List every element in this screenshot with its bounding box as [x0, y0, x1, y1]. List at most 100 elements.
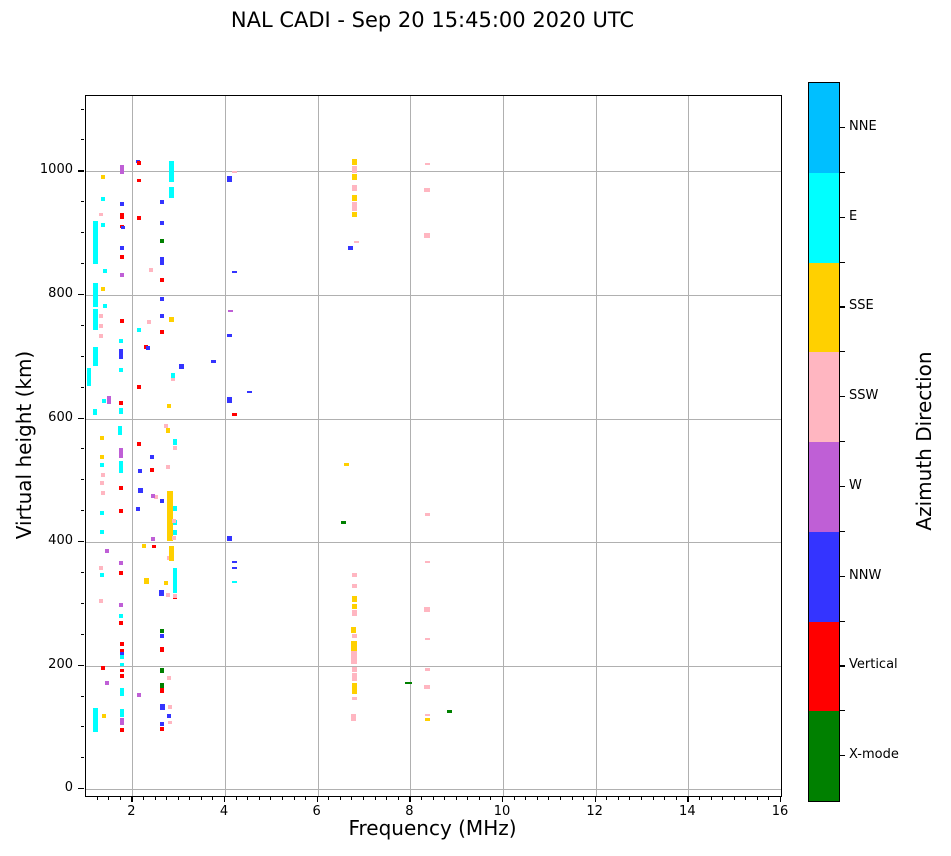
colorbar-segment — [809, 172, 839, 263]
data-point — [105, 681, 110, 685]
x-axis-tick — [687, 796, 689, 802]
x-tick-label: 10 — [493, 804, 511, 819]
data-point — [120, 708, 125, 717]
data-point — [147, 320, 152, 324]
colorbar-segment — [809, 711, 839, 801]
data-point — [405, 681, 410, 685]
data-point — [351, 683, 357, 694]
data-point — [119, 571, 124, 575]
data-point — [167, 490, 174, 542]
x-axis-minor-tick — [606, 796, 608, 800]
x-axis-minor-tick — [664, 796, 666, 800]
x-axis-minor-tick — [328, 796, 330, 800]
data-point — [120, 674, 125, 678]
x-axis-tick — [316, 796, 318, 802]
data-point — [168, 705, 173, 709]
data-point — [172, 519, 177, 523]
data-point — [159, 200, 164, 205]
data-point — [120, 642, 125, 646]
data-point — [231, 560, 237, 564]
data-point — [92, 282, 98, 308]
data-point — [100, 454, 105, 459]
data-point — [171, 378, 176, 382]
colorbar-segment — [809, 621, 839, 712]
data-point — [119, 408, 124, 415]
y-axis-minor-tick — [80, 386, 84, 388]
data-point — [160, 667, 165, 674]
data-point — [105, 549, 110, 554]
x-axis-minor-tick — [96, 796, 98, 800]
data-point — [101, 666, 106, 670]
x-tick-label: 4 — [219, 804, 229, 819]
data-point — [168, 317, 174, 323]
colorbar-tick-label: SSE — [849, 298, 874, 314]
data-point — [173, 530, 178, 536]
data-point — [120, 255, 125, 260]
data-point — [101, 399, 106, 404]
data-point — [351, 640, 358, 651]
x-axis-minor-tick — [733, 796, 735, 800]
data-point — [120, 202, 125, 206]
data-point — [159, 220, 164, 225]
data-point — [424, 718, 430, 721]
colorbar-axis-label: Azimuth Direction — [912, 351, 936, 531]
data-point — [424, 607, 431, 612]
x-tick-label: 12 — [586, 804, 603, 819]
colorbar-tick-label: W — [849, 477, 862, 493]
data-point — [160, 647, 165, 653]
data-point — [99, 333, 104, 338]
y-axis-tick — [78, 664, 84, 666]
gridline-y — [86, 542, 781, 544]
colorbar-tick — [840, 126, 845, 129]
data-point — [210, 359, 216, 363]
data-point — [120, 648, 125, 653]
data-point — [166, 428, 171, 434]
colorbar-boundary-tick — [840, 710, 845, 712]
x-axis-minor-tick — [768, 796, 770, 800]
data-point — [351, 202, 357, 211]
y-axis-minor-tick — [80, 108, 84, 110]
data-point — [137, 487, 143, 493]
data-point — [424, 233, 431, 238]
colorbar-tick — [840, 485, 845, 488]
x-axis-minor-tick — [305, 796, 307, 800]
data-point — [100, 472, 105, 477]
data-point — [159, 278, 164, 282]
data-point — [351, 584, 357, 588]
data-point — [340, 520, 346, 524]
data-point — [164, 580, 169, 585]
data-point — [160, 314, 165, 318]
y-tick-label: 0 — [64, 780, 73, 796]
y-axis-minor-tick — [80, 448, 84, 450]
data-point — [92, 707, 98, 733]
data-point — [100, 436, 105, 441]
data-point — [173, 568, 178, 593]
x-axis-minor-tick — [258, 796, 260, 800]
x-axis-minor-tick — [629, 796, 631, 800]
data-point — [168, 160, 174, 183]
data-point — [159, 330, 164, 334]
x-axis-label: Frequency (MHz) — [348, 816, 517, 840]
data-point — [231, 413, 237, 417]
data-point — [168, 720, 173, 725]
data-point — [119, 348, 124, 359]
data-point — [351, 603, 357, 609]
data-point — [424, 162, 430, 166]
x-axis-minor-tick — [293, 796, 295, 800]
data-point — [351, 651, 358, 665]
data-point — [171, 372, 176, 378]
x-axis-minor-tick — [710, 796, 712, 800]
y-axis-minor-tick — [80, 757, 84, 759]
x-axis-minor-tick — [119, 796, 121, 800]
y-axis-tick — [78, 788, 84, 790]
x-axis-minor-tick — [756, 796, 758, 800]
x-axis-minor-tick — [652, 796, 654, 800]
y-tick-label: 1000 — [39, 162, 73, 178]
data-point — [136, 507, 141, 512]
data-point — [226, 535, 232, 542]
data-point — [351, 212, 357, 217]
data-point — [351, 626, 357, 633]
data-point — [351, 696, 357, 700]
data-point — [159, 297, 164, 302]
colorbar-boundary-tick — [840, 441, 845, 443]
